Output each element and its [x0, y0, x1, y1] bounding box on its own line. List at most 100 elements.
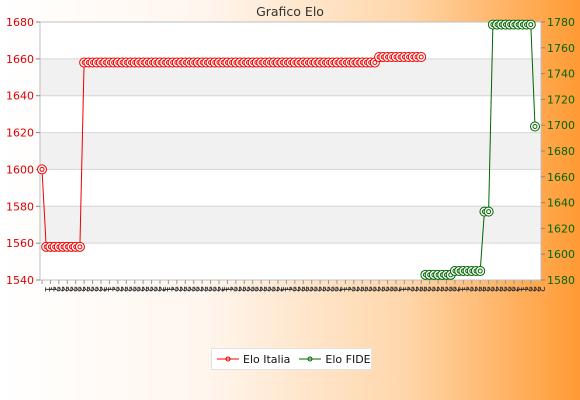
y-left-tick-label: 1640 [6, 90, 34, 103]
x-tick-label: 2 [88, 286, 99, 292]
x-tick-label: 2 [84, 286, 95, 292]
y-left-tick-label: 1680 [6, 16, 34, 29]
x-tick-label: 2 [173, 286, 184, 292]
x-tick-label: 2 [510, 286, 521, 292]
x-tick-label: 2 [451, 286, 462, 292]
x-tick-label: 2 [333, 286, 344, 292]
data-point [37, 164, 47, 175]
x-tick-label: 1 [518, 286, 529, 292]
data-point [525, 19, 536, 30]
x-tick-label: 2 [253, 286, 264, 292]
x-tick-label: 2 [392, 286, 403, 292]
x-tick-label: 2 [257, 286, 268, 292]
x-tick-label: 2 [147, 286, 158, 292]
y-right-tick-label: 1620 [547, 222, 575, 235]
x-tick-label: 1 [42, 286, 53, 292]
x-tick-label: 1 [455, 286, 466, 292]
x-tick-label: 2 [307, 286, 318, 292]
x-tick-label: 2 [425, 286, 436, 292]
x-tick-label: 2 [181, 286, 192, 292]
y-right-tick-label: 1740 [547, 68, 575, 81]
y-right-tick-label: 1600 [547, 248, 575, 261]
x-tick-label: 2 [527, 286, 538, 292]
x-tick-label: 2 [143, 286, 154, 292]
x-tick-label: 2 [126, 286, 137, 292]
chart-legend: Elo Italia Elo FIDE [211, 348, 372, 370]
data-point-inner [532, 123, 538, 129]
x-tick-label: 2 [80, 286, 91, 292]
x-tick-label: 2 [168, 286, 179, 292]
x-tick-label: 2 [463, 286, 474, 292]
data-point [416, 52, 427, 63]
x-tick-label: 2 [93, 286, 104, 292]
x-tick-label: 1 [219, 286, 230, 292]
x-tick-label: 1 [46, 286, 57, 292]
x-tick-label: 2 [114, 286, 125, 292]
x-tick-label: 2 [206, 286, 217, 292]
x-tick-label: 1 [396, 286, 407, 292]
x-tick-label: 2 [501, 286, 512, 292]
x-tick-label: 2 [71, 286, 82, 292]
x-tick-label: 1 [341, 286, 352, 292]
x-tick-label: 2 [329, 286, 340, 292]
data-point [530, 121, 540, 132]
x-tick-label: 1 [459, 286, 470, 292]
legend-label-elo-fide: Elo FIDE [325, 352, 371, 366]
data-point-inner [77, 244, 83, 250]
x-tick-label: 2 [442, 286, 453, 292]
x-tick-label: 2 [312, 286, 323, 292]
x-tick-label: 2 [421, 286, 432, 292]
data-point-inner [418, 54, 424, 60]
x-tick-label: 2 [244, 286, 255, 292]
x-tick-label: 2 [274, 286, 285, 292]
x-tick-label: 2 [248, 286, 259, 292]
x-tick-label: 2 [198, 286, 209, 292]
data-point-inner [477, 268, 483, 274]
x-tick-label: 2 [295, 286, 306, 292]
x-tick-label: 2 [493, 286, 504, 292]
x-tick-label: 1 [105, 286, 116, 292]
chart-title: Grafico Elo [256, 4, 324, 19]
data-point [475, 265, 486, 276]
y-right-tick-label: 1720 [547, 93, 575, 106]
x-tick-label: 2 [76, 286, 87, 292]
x-tick-label: 2 [211, 286, 222, 292]
x-tick-label: 1 [400, 286, 411, 292]
y-right-tick-label: 1640 [547, 197, 575, 210]
y-left-tick-label: 1620 [6, 127, 34, 140]
x-tick-label: 2 [67, 286, 78, 292]
x-tick-label: 1 [514, 286, 525, 292]
x-tick-label: 2 [404, 286, 415, 292]
y-left-tick-label: 1660 [6, 53, 34, 66]
x-tick-label: 2 [265, 286, 276, 292]
x-tick-label: 1 [160, 286, 171, 292]
x-tick-label: 2 [50, 286, 61, 292]
x-tick-label: 2 [303, 286, 314, 292]
grid-band [40, 132, 541, 170]
x-tick-label: 2 [189, 286, 200, 292]
x-tick-label: 1 [164, 286, 175, 292]
x-tick-label: 2 [379, 286, 390, 292]
x-tick-label: 2 [194, 286, 205, 292]
x-tick-label: 2 [286, 286, 297, 292]
x-tick-label: 2 [177, 286, 188, 292]
x-tick-label: 2 [156, 286, 167, 292]
x-tick-label: 1 [278, 286, 289, 292]
x-tick-label: 2 [362, 286, 373, 292]
legend-marker-red-icon [217, 356, 239, 362]
x-tick-label: 2 [506, 286, 517, 292]
x-tick-label: 2 [375, 286, 386, 292]
y-left-tick-label: 1540 [6, 274, 34, 287]
y-right-tick-label: 1780 [547, 16, 575, 29]
legend-marker-green-icon [299, 356, 322, 362]
y-right-tick-label: 1580 [547, 274, 575, 287]
x-tick-label: 2 [430, 286, 441, 292]
x-tick-label: 2 [476, 286, 487, 292]
x-tick-label: 2 [118, 286, 129, 292]
data-point-inner [39, 166, 45, 172]
data-point-inner [486, 209, 492, 215]
x-tick-label: 2 [59, 286, 70, 292]
x-tick-label: 2 [236, 286, 247, 292]
y-left-tick-label: 1580 [6, 200, 34, 213]
